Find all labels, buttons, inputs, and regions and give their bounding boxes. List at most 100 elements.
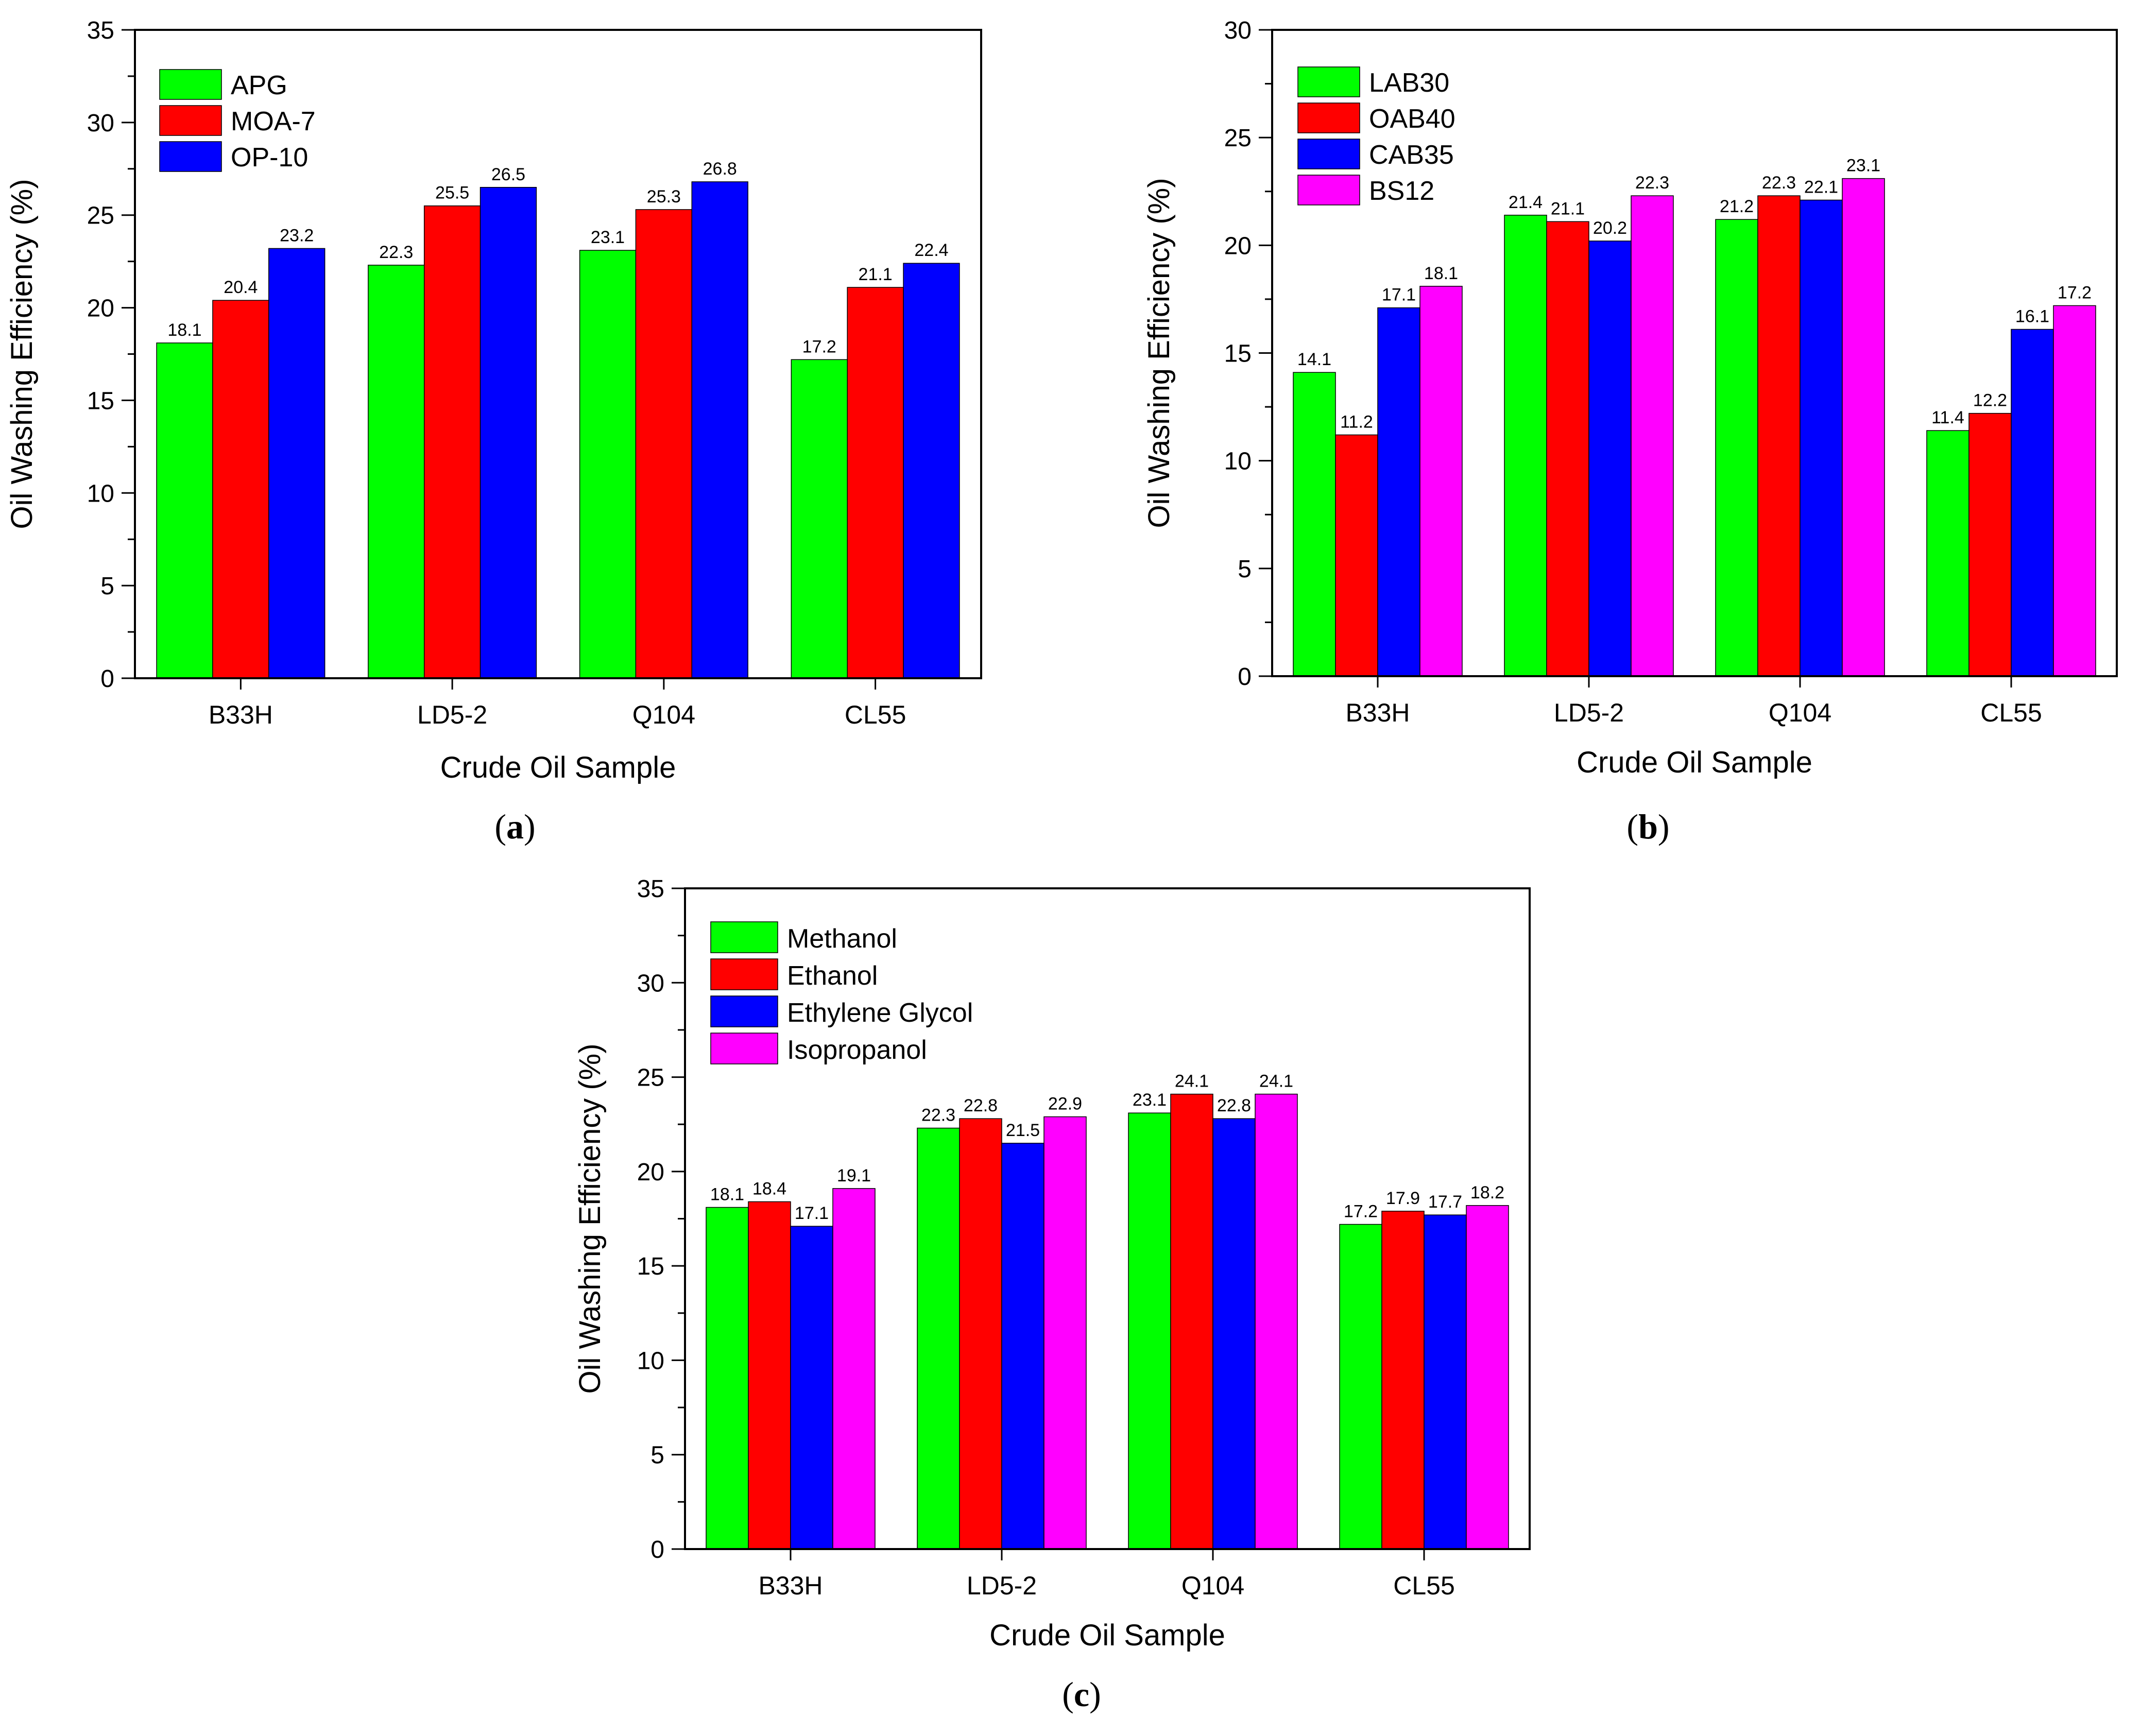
bar (1293, 372, 1336, 677)
bar (1968, 412, 2012, 677)
data-label: 23.2 (280, 226, 314, 245)
bar (917, 1127, 960, 1550)
bar (1339, 1224, 1382, 1550)
legend-swatch (710, 1033, 778, 1064)
y-tick-label: 10 (637, 1347, 664, 1374)
data-label: 18.1 (1424, 264, 1458, 283)
data-label: 22.8 (964, 1096, 998, 1115)
bar (1926, 430, 1969, 677)
bar (156, 342, 213, 679)
data-label: 21.1 (1551, 199, 1585, 218)
bar (1757, 195, 1801, 677)
bar (1377, 307, 1420, 677)
bar (1424, 1214, 1467, 1550)
y-tick-label: 15 (637, 1253, 664, 1280)
bar (1170, 1093, 1213, 1550)
data-label: 22.4 (914, 240, 948, 260)
y-tick-label: 20 (1224, 232, 1252, 260)
data-label: 17.9 (1386, 1189, 1420, 1208)
data-label: 21.2 (1720, 197, 1754, 216)
bar (1546, 221, 1589, 677)
bar (579, 250, 637, 679)
legend-label: MOA-7 (231, 107, 316, 136)
data-label: 26.5 (491, 165, 525, 184)
data-label: 22.3 (1762, 173, 1796, 193)
x-tick-label: B33H (1345, 698, 1410, 727)
data-label: 26.8 (703, 159, 737, 179)
legend-swatch (710, 995, 778, 1027)
y-tick-label: 25 (87, 202, 114, 230)
data-label: 22.9 (1048, 1094, 1082, 1114)
bar (635, 209, 693, 679)
y-tick-label: 15 (87, 387, 114, 415)
data-label: 25.5 (435, 183, 469, 203)
data-label: 12.2 (1973, 391, 2007, 410)
data-label: 17.2 (1344, 1201, 1378, 1221)
y-tick-label: 20 (87, 295, 114, 322)
y-tick-label: 20 (637, 1159, 664, 1186)
bar (903, 263, 960, 679)
data-label: 22.3 (921, 1106, 955, 1125)
data-label: 22.1 (1804, 177, 1838, 197)
bar (1212, 1118, 1256, 1550)
y-tick-label: 5 (650, 1442, 664, 1469)
y-tick-label: 5 (100, 573, 114, 600)
chart-panel-c: 18.1 18.4 17.1 19.1 B33H 22.3 22.8 21.5 22.9 LD5-… (573, 875, 1531, 1714)
bar (1335, 434, 1378, 677)
legend-label: BS12 (1369, 176, 1434, 206)
data-label: 23.1 (591, 228, 625, 247)
x-axis-title: Crude Oil Sample (440, 751, 676, 784)
bar (1842, 178, 1885, 677)
bar (791, 359, 848, 679)
data-label: 20.4 (224, 278, 258, 297)
x-tick-label: CL55 (845, 700, 906, 729)
data-label: 17.1 (1382, 285, 1416, 305)
x-tick-label: Q104 (632, 700, 695, 729)
data-label: 18.1 (167, 320, 201, 340)
data-label: 25.3 (647, 187, 681, 207)
legend-swatch (159, 141, 222, 172)
x-tick-label: LD5-2 (967, 1571, 1037, 1600)
bar (959, 1118, 1002, 1550)
y-tick-label: 25 (1224, 125, 1252, 152)
x-tick-label: B33H (209, 700, 273, 729)
bar (1255, 1093, 1298, 1550)
x-tick-label: LD5-2 (1554, 698, 1624, 727)
legend-swatch (1297, 102, 1360, 133)
bar (1800, 199, 1843, 677)
legend-label: LAB30 (1369, 68, 1449, 98)
bar (832, 1188, 876, 1550)
bar (2053, 305, 2096, 677)
y-tick-label: 0 (100, 665, 114, 693)
data-label: 14.1 (1297, 350, 1331, 369)
y-tick-label: 0 (1238, 663, 1252, 691)
data-label: 21.4 (1509, 193, 1543, 212)
x-tick-label: Q104 (1769, 698, 1831, 727)
y-axis-title: Oil Washing Efficiency (%) (573, 1043, 607, 1394)
data-label: 17.2 (802, 337, 836, 356)
y-tick-label: 10 (87, 480, 114, 507)
data-label: 19.1 (837, 1166, 871, 1185)
x-tick-label: CL55 (1980, 698, 2042, 727)
data-label: 17.7 (1428, 1192, 1462, 1212)
bar (1466, 1205, 1509, 1550)
y-tick-label: 35 (87, 17, 114, 44)
legend-label: APG (231, 71, 287, 100)
legend-swatch (710, 958, 778, 990)
bar (1588, 240, 1632, 677)
bar (423, 205, 481, 679)
legend-label: OAB40 (1369, 104, 1455, 134)
legend-swatch (1297, 139, 1360, 169)
data-label: 11.4 (1931, 408, 1964, 427)
data-label: 22.3 (379, 243, 413, 262)
legend-swatch (159, 69, 222, 100)
data-label: 21.1 (859, 265, 893, 284)
x-axis-title: Crude Oil Sample (1577, 746, 1812, 779)
bar (479, 187, 537, 679)
y-tick-label: 30 (637, 970, 664, 997)
data-label: 16.1 (2015, 306, 2049, 326)
bar (706, 1207, 749, 1550)
x-tick-label: Q104 (1181, 1571, 1244, 1600)
data-label: 17.1 (795, 1204, 829, 1223)
